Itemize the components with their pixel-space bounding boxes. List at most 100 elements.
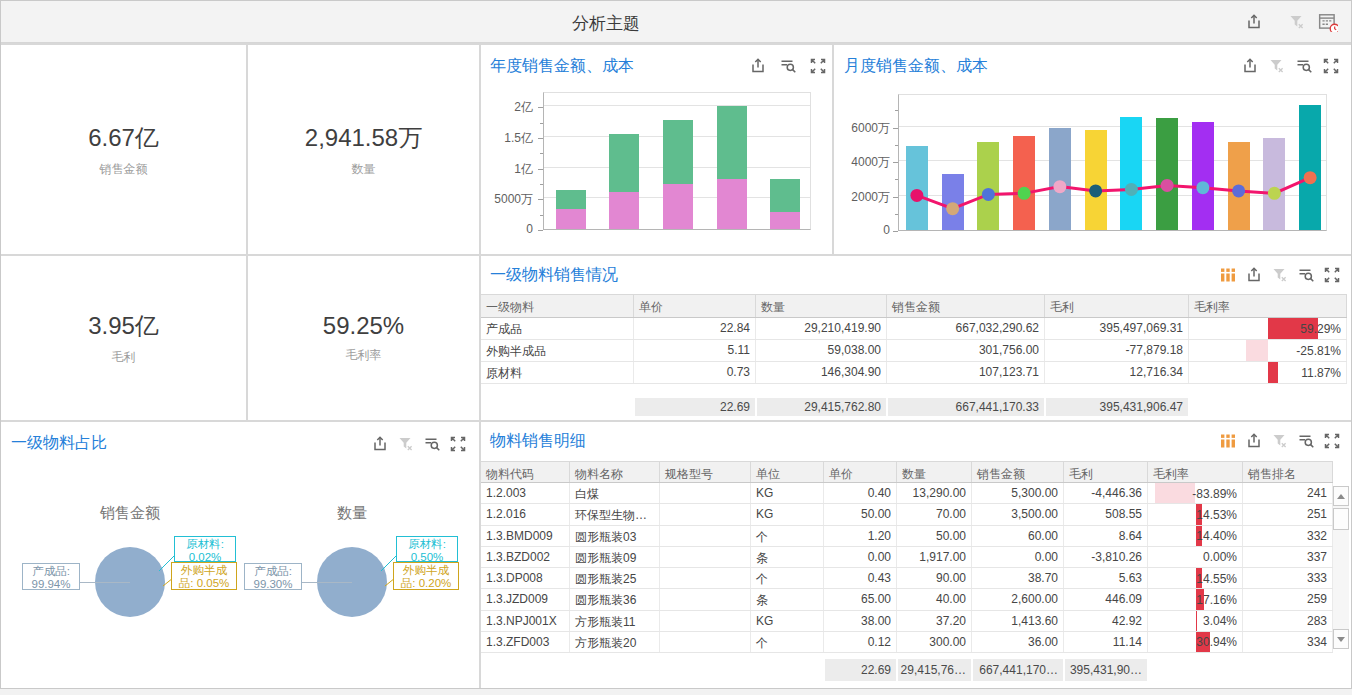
table-row[interactable]: 1.3.ZFD003方形瓶装20个0.12300.0036.0011.1430.… — [481, 632, 1333, 653]
line-dot[interactable] — [1268, 187, 1281, 200]
drill-icon[interactable] — [779, 57, 797, 75]
column-header[interactable]: 单价 — [634, 295, 756, 317]
table-row[interactable]: 1.2.016环保型生物…KG50.0070.003,500.00508.551… — [481, 504, 1333, 525]
expand-icon[interactable] — [1322, 57, 1340, 75]
pie-subtitle: 数量 — [292, 504, 412, 523]
data-refresh-icon[interactable] — [1318, 12, 1338, 32]
table-row[interactable]: 外购半成品5.1159,038.00301,756.00-77,879.18-2… — [481, 340, 1347, 362]
table-row[interactable]: 1.3.BZD002圆形瓶装09条0.001,917.000.00-3,810.… — [481, 547, 1333, 568]
table-row[interactable]: 1.2.003白煤KG0.4013,290.005,300.00-4,446.3… — [481, 483, 1333, 504]
summary-cell: 667,441,170… — [973, 659, 1063, 681]
column-header[interactable]: 销售排名 — [1243, 462, 1333, 482]
column-header[interactable]: 数量 — [897, 462, 972, 482]
stacked-bar-top[interactable] — [663, 120, 693, 183]
table-cell: 0.43 — [824, 568, 897, 588]
clear-filter-icon[interactable] — [397, 435, 415, 453]
chart-title: 月度销售金额、成本 — [844, 56, 988, 77]
pie-label-waigou: 外购半成品: 0.05% — [171, 562, 237, 590]
export-icon[interactable] — [1245, 266, 1263, 284]
y-axis-label: 0 — [834, 223, 890, 237]
scroll-down-button[interactable] — [1333, 629, 1349, 649]
drill-icon[interactable] — [1297, 266, 1315, 284]
table-row[interactable]: 1.3.DP008圆形瓶装25个0.4390.0038.705.6314.55%… — [481, 568, 1333, 589]
pie-label-waigou: 外购半成品: 0.20% — [393, 562, 459, 590]
stacked-bar-bottom[interactable] — [717, 179, 747, 229]
bottom-strip — [0, 689, 1352, 695]
export-icon[interactable] — [371, 435, 389, 453]
export-icon[interactable] — [749, 57, 767, 75]
line-dot[interactable] — [1053, 180, 1066, 193]
line-dot[interactable] — [1125, 183, 1138, 196]
line-dot[interactable] — [1018, 187, 1031, 200]
grid-icon[interactable] — [1219, 266, 1237, 284]
column-header[interactable]: 数量 — [756, 295, 887, 317]
material-detail-panel: 物料销售明细 物料代码物料名称规格型号单位单价数量销售金额毛利毛利率销售排名1.… — [481, 422, 1351, 688]
clear-filter-icon[interactable] — [1268, 57, 1286, 75]
line-dot[interactable] — [982, 188, 995, 201]
stacked-bar-bottom[interactable] — [609, 192, 639, 229]
scroll-thumb[interactable] — [1333, 508, 1349, 530]
line-dot[interactable] — [1089, 184, 1102, 197]
y-axis-label: 1.5亿 — [481, 130, 533, 147]
drill-icon[interactable] — [1297, 432, 1315, 450]
expand-icon[interactable] — [809, 57, 827, 75]
kpi-label: 销售金额 — [100, 161, 148, 178]
kpi-label: 毛利 — [112, 349, 136, 366]
column-header[interactable]: 毛利率 — [1189, 295, 1347, 317]
clear-filter-icon[interactable] — [1271, 432, 1289, 450]
export-icon[interactable] — [1245, 432, 1263, 450]
clear-filter-icon[interactable] — [1271, 266, 1289, 284]
column-header[interactable]: 毛利率 — [1148, 462, 1243, 482]
line-dot[interactable] — [1304, 171, 1317, 184]
scrollbar[interactable] — [1333, 486, 1349, 649]
column-header[interactable]: 毛利 — [1064, 462, 1148, 482]
line-dot[interactable] — [1196, 181, 1209, 194]
column-header[interactable]: 销售金额 — [887, 295, 1045, 317]
expand-icon[interactable] — [1323, 266, 1341, 284]
table-row[interactable]: 原材料0.73146,304.90107,123.7112,716.3411.8… — [481, 362, 1347, 384]
stacked-bar-bottom[interactable] — [556, 209, 586, 229]
grid-icon[interactable] — [1219, 432, 1237, 450]
stacked-bar-top[interactable] — [556, 190, 586, 210]
table-row[interactable]: 1.3.BMD009圆形瓶装03个1.2050.0060.008.6414.40… — [481, 526, 1333, 547]
stacked-bar-top[interactable] — [770, 179, 800, 212]
table-row[interactable]: 1.3.JZD009圆形瓶装36条65.0040.002,600.00446.0… — [481, 589, 1333, 610]
pie-label-chengpin: 产成品:99.30% — [244, 563, 302, 590]
line-dot[interactable] — [946, 202, 959, 215]
column-header[interactable]: 单价 — [824, 462, 897, 482]
column-header[interactable]: 物料代码 — [481, 462, 570, 482]
expand-icon[interactable] — [449, 435, 467, 453]
column-header[interactable]: 一级物料 — [481, 295, 634, 317]
table-row[interactable]: 1.3.NPJ001X方形瓶装11KG38.0037.201,413.6042.… — [481, 611, 1333, 632]
expand-icon[interactable] — [1323, 432, 1341, 450]
stacked-bar-top[interactable] — [609, 134, 639, 192]
pie-quantity[interactable] — [317, 547, 387, 617]
drill-icon[interactable] — [1295, 57, 1313, 75]
column-header[interactable]: 销售金额 — [972, 462, 1064, 482]
scroll-up-button[interactable] — [1333, 486, 1349, 506]
export-icon[interactable] — [1245, 13, 1263, 31]
table-cell: 3,500.00 — [972, 504, 1064, 524]
stacked-bar-top[interactable] — [717, 106, 747, 179]
drill-icon[interactable] — [423, 435, 441, 453]
kpi-label: 数量 — [352, 161, 376, 178]
line-dot[interactable] — [1232, 184, 1245, 197]
pie-sales[interactable] — [95, 547, 165, 617]
line-dot[interactable] — [910, 189, 923, 202]
kpi-value: 6.67亿 — [88, 122, 159, 154]
column-header[interactable]: 毛利 — [1045, 295, 1189, 317]
kpi-value: 2,941.58万 — [305, 122, 422, 154]
export-icon[interactable] — [1241, 57, 1259, 75]
table-cell: 12,716.34 — [1045, 362, 1189, 383]
annual-plot-area — [543, 92, 811, 230]
stacked-bar-bottom[interactable] — [770, 212, 800, 229]
stacked-bar-bottom[interactable] — [663, 184, 693, 229]
table-cell: 395,497,069.31 — [1045, 318, 1189, 339]
clear-filter-icon[interactable] — [1288, 13, 1306, 31]
line-dot[interactable] — [1161, 179, 1174, 192]
table-row[interactable]: 产成品22.8429,210,419.90667,032,290.62395,4… — [481, 318, 1347, 340]
column-header[interactable]: 规格型号 — [660, 462, 751, 482]
table-cell: 个 — [751, 568, 824, 588]
column-header[interactable]: 物料名称 — [570, 462, 660, 482]
column-header[interactable]: 单位 — [751, 462, 824, 482]
